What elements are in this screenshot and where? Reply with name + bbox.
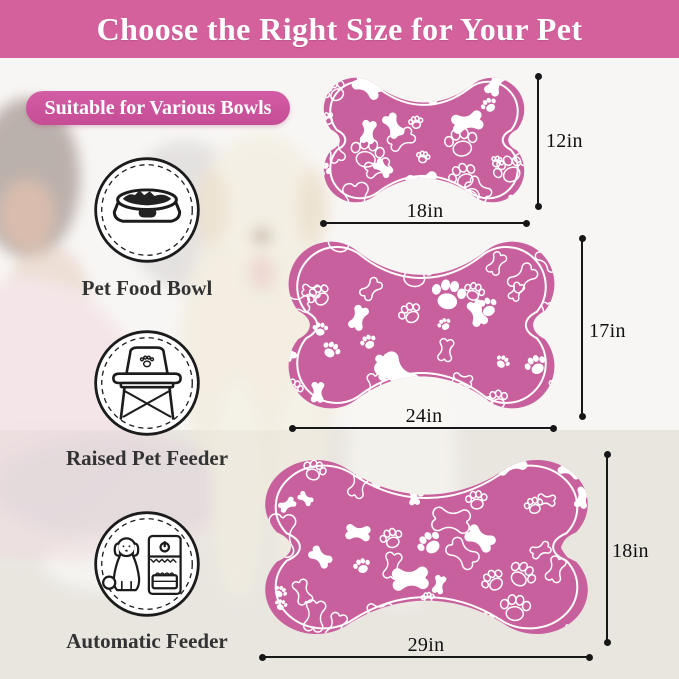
- width-label-large: 29in: [407, 634, 445, 656]
- width-dimension-line-small: [320, 219, 530, 227]
- banner-title: Choose the Right Size for Your Pet: [96, 10, 583, 47]
- height-dimension-line-small: [534, 73, 542, 210]
- pet-food-bowl-icon: [94, 157, 200, 263]
- badge-label: Suitable for Various Bowls: [44, 96, 272, 119]
- height-label-large: 18in: [612, 540, 649, 562]
- height-label-small: 12in: [546, 130, 583, 152]
- automatic-feeder-icon: [94, 511, 200, 617]
- mat-medium: [281, 234, 562, 416]
- feature-label-pet-food-bowl: Pet Food Bowl: [81, 276, 213, 300]
- mat-small: [318, 72, 530, 208]
- suitable-bowls-badge: Suitable for Various Bowls: [26, 91, 290, 125]
- banner: Choose the Right Size for Your Pet: [0, 0, 679, 58]
- feature-label-raised-pet-feeder: Raised Pet Feeder: [65, 446, 229, 470]
- width-dimension-line-large: [259, 653, 593, 661]
- height-dimension-line-medium: [578, 235, 586, 420]
- width-label-small: 18in: [406, 200, 444, 222]
- width-label-medium: 24in: [405, 405, 443, 427]
- raised-pet-feeder-icon: [94, 330, 200, 436]
- feature-label-automatic-feeder: Automatic Feeder: [66, 629, 228, 653]
- width-dimension-line-medium: [289, 424, 557, 432]
- height-dimension-line-large: [603, 451, 611, 646]
- height-label-medium: 17in: [589, 320, 626, 342]
- mat-large: [256, 452, 597, 642]
